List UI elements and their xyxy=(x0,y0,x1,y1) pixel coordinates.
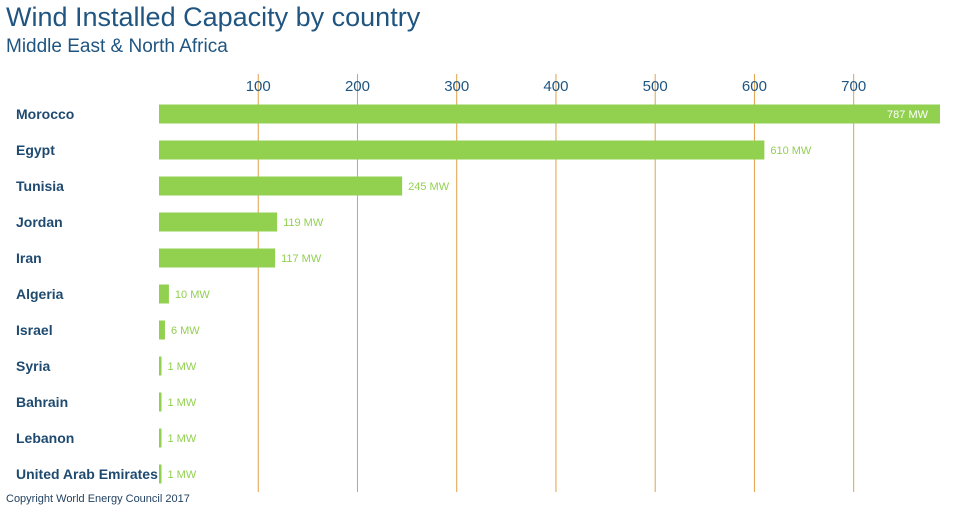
bar-bahrain xyxy=(159,392,162,412)
x-tick-label: 200 xyxy=(345,78,370,95)
category-label: Israel xyxy=(16,322,53,338)
bar-iran xyxy=(159,248,276,268)
bar-united-arab-emirates xyxy=(159,464,162,484)
data-labels: 787 MW 610 MW 245 MW 119 MW 117 MW 10 MW 6 MW 1… xyxy=(168,109,929,481)
bar-israel xyxy=(159,320,165,340)
data-label: 610 MW xyxy=(770,145,812,157)
category-label: United Arab Emirates xyxy=(16,466,158,482)
x-tick-label: 500 xyxy=(643,78,668,95)
category-label: Bahrain xyxy=(16,394,68,410)
data-label: 1 MW xyxy=(168,433,197,445)
data-label: 1 MW xyxy=(168,361,197,373)
category-label: Algeria xyxy=(16,286,64,302)
data-label: 1 MW xyxy=(168,469,197,481)
gridlines xyxy=(257,74,855,492)
bar-tunisia xyxy=(159,176,403,196)
category-label: Jordan xyxy=(16,214,63,230)
x-axis-ticks: 100 200 300 400 500 600 700 xyxy=(246,78,866,95)
category-label: Iran xyxy=(16,250,42,266)
bar-algeria xyxy=(159,284,169,304)
category-label: Egypt xyxy=(16,142,55,158)
chart-title: Wind Installed Capacity by country xyxy=(6,2,421,32)
data-label: 6 MW xyxy=(171,325,200,337)
data-label: 1 MW xyxy=(168,397,197,409)
data-label: 787 MW xyxy=(887,109,929,121)
category-labels: Morocco Egypt Tunisia Jordan Iran Algeria Isra… xyxy=(16,106,158,482)
category-label: Syria xyxy=(16,358,50,374)
bars xyxy=(159,104,940,484)
bar-jordan xyxy=(159,212,278,232)
category-label: Lebanon xyxy=(16,430,74,446)
bar-syria xyxy=(159,356,162,376)
data-label: 117 MW xyxy=(281,253,322,265)
x-tick-label: 400 xyxy=(543,78,568,95)
data-label: 10 MW xyxy=(175,289,210,301)
chart-subtitle: Middle East & North Africa xyxy=(6,36,228,57)
bar-morocco xyxy=(159,104,940,124)
bar-egypt xyxy=(159,140,765,160)
x-tick-label: 600 xyxy=(742,78,767,95)
x-tick-label: 100 xyxy=(246,78,271,95)
category-label: Morocco xyxy=(16,106,74,122)
copyright-footer: Copyright World Energy Council 2017 xyxy=(6,493,190,505)
category-label: Tunisia xyxy=(16,178,64,194)
x-tick-label: 700 xyxy=(841,78,866,95)
x-tick-label: 300 xyxy=(444,78,469,95)
bar-lebanon xyxy=(159,428,162,448)
data-label: 245 MW xyxy=(408,181,450,193)
data-label: 119 MW xyxy=(283,217,324,229)
